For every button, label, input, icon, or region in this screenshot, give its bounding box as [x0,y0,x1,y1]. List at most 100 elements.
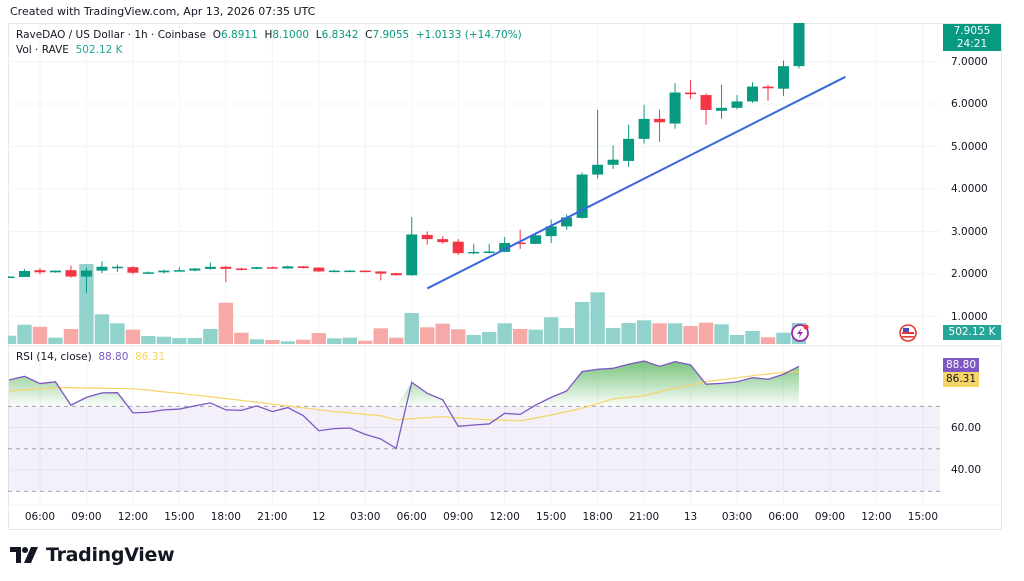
time-axis-label: 09:00 [814,511,846,523]
candle-body [669,92,681,124]
volume-bar [218,302,234,344]
volume-bar [110,323,125,344]
volume-bar [621,322,636,344]
candle-body [638,118,650,139]
time-axis-label: 09:00 [443,511,474,523]
price-axis-label: 5.0000 [951,140,988,153]
us-flag-icon[interactable] [899,324,917,342]
candle-body [313,267,325,272]
volume-bar [543,317,559,344]
trendline[interactable] [426,75,846,290]
change-value: +1.0133 (+14.70%) [415,29,522,41]
volume-bar [63,328,79,344]
candle-body [747,86,759,102]
candle-body [375,271,387,274]
volume-bar [94,314,110,344]
volume-legend-label[interactable]: Vol · RAVE [16,44,69,56]
candle-body [607,159,619,165]
volume-legend: Vol · RAVE 502.12 K [16,44,123,56]
candle-body [173,270,185,272]
logo-text: TradingView [46,544,175,566]
volume-bar [141,336,156,344]
volume-bar [280,341,296,344]
candle-body [530,235,542,244]
volume-bar [745,330,760,344]
candle-body [96,266,108,271]
volume-bar [79,264,94,344]
candle-body [468,251,480,254]
open-value: 6.8911 [221,29,258,41]
candle-body [65,270,77,277]
time-axis-label: 06:00 [768,511,799,523]
time-axis-label: 03:00 [721,511,753,523]
volume-bar [311,332,326,344]
created-with-caption: Created with TradingView.com, Apr 13, 20… [10,5,316,18]
rsi-ma-line [8,371,800,422]
candle-body [142,272,154,274]
volume-bar [760,337,776,344]
volume-bar [8,335,17,344]
candle-body [731,101,743,108]
candle-body [189,268,201,271]
candle-body [359,270,371,273]
time-axis-label: 06:00 [396,511,427,523]
candle-body [716,107,728,111]
rsi-axis-label: 40.00 [951,464,982,477]
time-axis-label: 21:00 [257,511,288,523]
rsi-legend: RSI (14, close) 88.80 86.31 [16,351,165,363]
candle-body [685,92,697,95]
volume-bar [327,338,342,344]
rsi-legend-label[interactable]: RSI (14, close) [16,351,92,363]
tradingview-logo: TradingView [10,544,175,566]
candle-body [592,164,604,175]
volume-bar [729,335,745,344]
candle-body [654,118,666,123]
time-axis-label: 15:00 [164,511,195,523]
candle-body [49,270,61,273]
candle-body [297,266,309,269]
volume-bar [636,320,652,344]
volume-bar [249,339,265,344]
candle-body [127,267,139,273]
candle-body [34,270,46,273]
candle-body [576,174,588,218]
rsi-overbought-fill [9,361,799,407]
volume-bar [590,292,605,344]
volume-bar [698,322,714,344]
candle-body [344,270,356,273]
lightning-icon[interactable] [791,324,809,342]
high-label: H [264,29,273,41]
candle-body [561,217,573,227]
volume-bar [574,301,590,344]
price-axis-label: 7.0000 [951,55,988,68]
candle-body [204,266,216,269]
volume-bar [125,329,141,344]
time-axis-label: 12 [312,511,326,523]
symbol-name[interactable]: RaveDAO / US Dollar · 1h · Coinbase [16,29,207,41]
rsi-value-label: 88.80 [943,358,979,372]
volume-bars [8,264,807,344]
candlesticks [8,23,805,294]
low-value: 6.8342 [321,29,359,41]
time-axis-label: 15:00 [536,511,567,523]
candle-body [483,251,495,253]
volume-bar [234,332,249,344]
candle-body [452,241,464,254]
volume-bar [404,312,419,344]
candle-body [421,234,433,240]
last-price-value: 7.9055 [953,25,991,37]
volume-bar [156,336,172,344]
volume-bar [497,323,512,344]
time-axis-label: 18:00 [210,511,241,523]
price-axis-label: 1.0000 [951,310,988,323]
candle-body [514,242,526,245]
volume-bar [481,331,497,344]
candle-body [390,273,402,276]
candle-body [282,266,294,269]
close-label: C [365,29,373,41]
volume-bar [48,337,63,344]
rsi-axis-label: 60.00 [951,421,982,434]
volume-bar [32,326,48,344]
candle-body [778,66,789,89]
